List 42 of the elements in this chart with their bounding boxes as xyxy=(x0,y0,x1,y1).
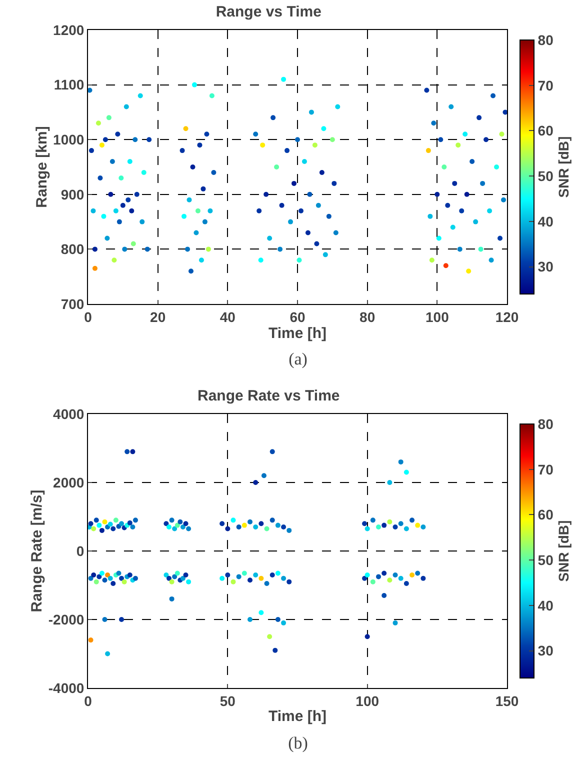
x-axis-title: Time [h] xyxy=(268,324,327,342)
color-bar-title: SNR [dB] xyxy=(556,520,572,582)
y-tick-label: 700 xyxy=(60,296,84,312)
text: (b) xyxy=(288,734,308,752)
x-tick-label: 60 xyxy=(290,308,306,325)
color-bar-label: 60 xyxy=(538,122,554,139)
color-bar-label: 40 xyxy=(538,213,554,230)
y-tick-label: 1100 xyxy=(54,76,84,93)
color-bar-label: 70 xyxy=(538,461,554,478)
y-tick-label: 900 xyxy=(60,186,84,202)
y-tick-label: -2000 xyxy=(48,611,84,628)
y-axis-title: Range Rate [m/s] xyxy=(28,490,46,612)
color-bar-label: 30 xyxy=(538,642,554,659)
x-tick-label: 120 xyxy=(495,308,519,325)
x-tick-label: 50 xyxy=(220,692,236,709)
y-tick-label: 0 xyxy=(76,542,84,559)
x-axis-title: Time [h] xyxy=(268,708,327,725)
x-tick-label: 100 xyxy=(425,308,450,325)
y-tick-label: -4000 xyxy=(48,680,84,696)
y-tick-label: 4000 xyxy=(53,406,84,422)
color-bar-title: SNR [dB] xyxy=(556,136,572,198)
y-axis-title: Range [km] xyxy=(33,126,50,208)
x-tick-label: 40 xyxy=(220,308,236,325)
color-bar-label: 80 xyxy=(538,32,554,48)
x-tick-label: 20 xyxy=(150,308,166,325)
color-bar-label: 30 xyxy=(538,258,554,275)
color-bar-label: 60 xyxy=(538,506,554,523)
color-bar-label: 70 xyxy=(538,77,554,94)
y-tick-label: 2000 xyxy=(53,474,84,490)
y-tick-label: 800 xyxy=(60,241,84,258)
color-bar-label: 50 xyxy=(538,552,554,568)
x-tick-label: 150 xyxy=(495,692,519,709)
color-bar-label: 50 xyxy=(538,168,554,184)
x-tick-label: 100 xyxy=(356,692,380,709)
x-tick-label: 80 xyxy=(360,308,376,325)
chart-title: Range Rate vs Time xyxy=(198,387,340,404)
color-bar-label: 80 xyxy=(538,416,554,432)
y-tick-label: 1000 xyxy=(53,132,84,148)
chart-title: Range vs Time xyxy=(216,3,322,20)
color-bar-label: 40 xyxy=(538,597,554,614)
y-tick-label: 1200 xyxy=(53,22,84,38)
text: (a) xyxy=(288,350,308,368)
